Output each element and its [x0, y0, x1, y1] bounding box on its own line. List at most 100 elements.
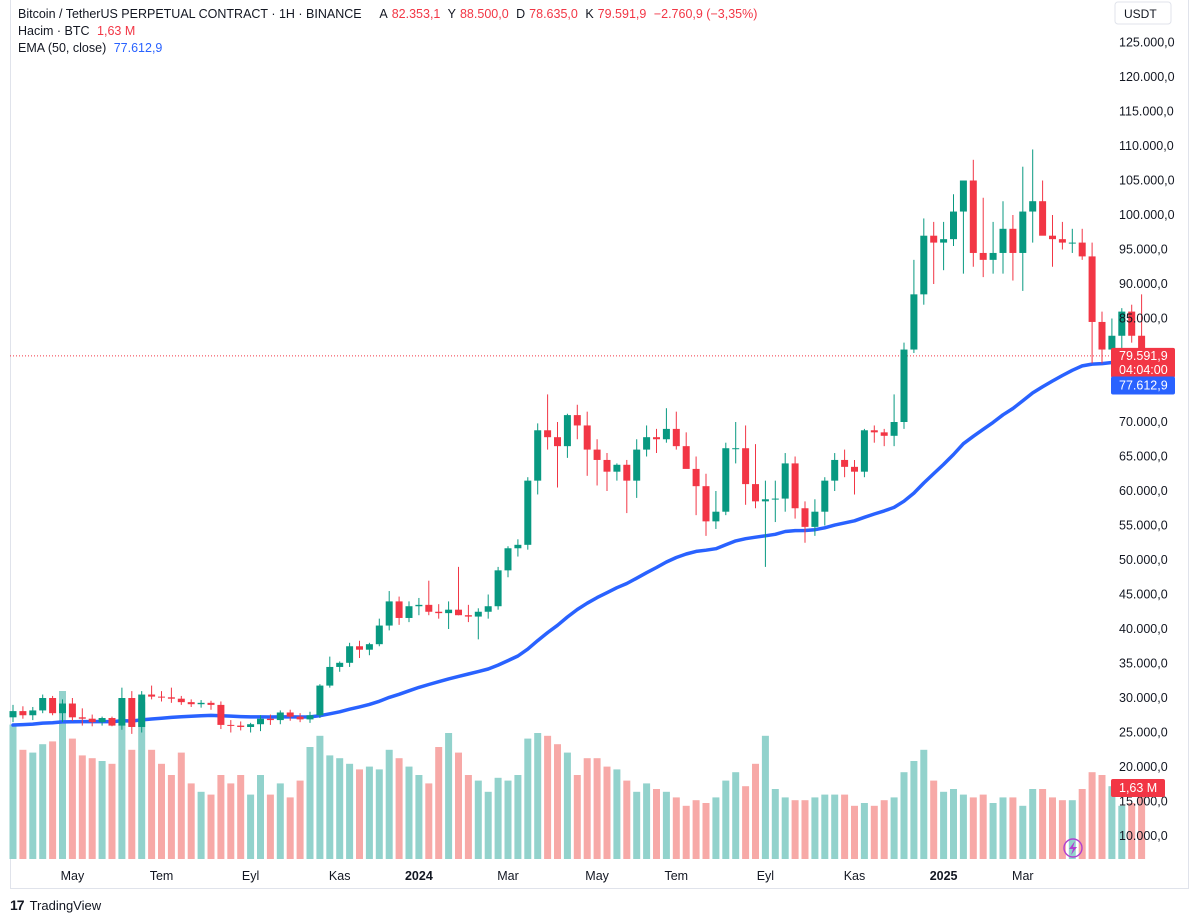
legend-ema-row[interactable]: EMA (50, close) 77.612,9 [18, 41, 166, 55]
volume-bar [138, 702, 146, 859]
candle-body [672, 428, 680, 447]
candle-body [544, 430, 552, 438]
volume-bar [870, 805, 878, 859]
volume-bar [336, 758, 344, 859]
candle-body [425, 604, 433, 612]
candle-body [257, 718, 264, 725]
ohlc-close-label: K [585, 7, 594, 21]
volume-bar [346, 763, 354, 859]
ohlc-open-label: A [379, 7, 388, 21]
y-tick-label: 45.000,0 [1119, 588, 1168, 602]
volume-bar [841, 794, 849, 859]
volume-bar [395, 758, 403, 859]
volume-bar [1049, 797, 1056, 859]
volume-bar [356, 769, 363, 859]
candle-body [841, 459, 849, 467]
footer-brand[interactable]: 17 TradingView [10, 897, 101, 913]
volume-bar [940, 791, 948, 859]
volume-bar [989, 803, 997, 859]
x-tick-label: Kas [329, 869, 351, 883]
ohlc-close-value: 79.591,9 [597, 7, 647, 21]
volume-bar [801, 800, 809, 859]
candle-body [237, 725, 245, 727]
candle-body [9, 711, 17, 718]
symbol-title[interactable]: Bitcoin / TetherUS PERPETUAL CONTRACT · … [18, 7, 362, 21]
volume-bar [445, 733, 453, 859]
volume-bar [593, 758, 601, 859]
volume-bar [1078, 789, 1086, 859]
candle-body [484, 606, 492, 612]
ema-layer [11, 357, 1144, 727]
price-change: −2.760,9 (−3,35%) [653, 7, 758, 21]
volume-bar [167, 775, 175, 859]
volume-bar [554, 744, 561, 859]
y-tick-label: 50.000,0 [1119, 553, 1168, 567]
candle-body [563, 415, 571, 447]
candle-body [326, 666, 334, 686]
volume-bar [385, 749, 393, 859]
candle-body [1118, 311, 1126, 336]
volume-bar [375, 769, 383, 859]
volume-layer [9, 691, 1146, 859]
candle-body [1128, 311, 1136, 336]
volume-bar [207, 794, 215, 859]
y-tick-label: 90.000,0 [1119, 277, 1168, 291]
volume-bar [643, 783, 651, 859]
x-axis[interactable]: May Tem Eyl Kas 2024 Mar May Tem Eyl Kas 2025 Mar [61, 869, 1034, 883]
volume-bar [979, 794, 987, 859]
candle-body [1039, 201, 1047, 236]
volume-bar [1098, 775, 1106, 859]
volume-bar [425, 783, 433, 859]
x-tick-label: Eyl [757, 869, 774, 883]
candle-body [653, 437, 660, 440]
volume-bar [692, 800, 700, 859]
y-axis[interactable]: 125.000,0 120.000,0 115.000,0 110.000,0 105.… [1119, 36, 1175, 844]
candle-body [771, 498, 779, 500]
y-tick-label: 10.000,0 [1119, 829, 1168, 843]
volume-bar [78, 755, 86, 859]
candle-body [167, 697, 175, 699]
candle-body [78, 717, 86, 719]
candle-body [692, 468, 700, 487]
volume-bar [573, 775, 581, 859]
volume-bar [316, 735, 324, 859]
volume-bar [890, 797, 898, 859]
volume-bar [49, 741, 57, 859]
volume-bar [1058, 800, 1066, 859]
candle-body [930, 235, 938, 243]
candle-body [950, 211, 957, 240]
candle-body [999, 228, 1007, 253]
volume-bar [781, 797, 789, 859]
chart-canvas[interactable]: 125.000,0 120.000,0 115.000,0 110.000,0 105.… [0, 0, 1200, 890]
y-tick-label: 100.000,0 [1119, 208, 1175, 222]
legend-volume-row[interactable]: Hacim · BTC 1,63 M [18, 24, 139, 38]
y-tick-label: 55.000,0 [1119, 519, 1168, 533]
candle-body [19, 711, 27, 716]
volume-bar [257, 775, 264, 859]
volume-bar [999, 797, 1007, 859]
candle-body [365, 644, 373, 650]
volume-bar [1138, 792, 1146, 859]
currency-label-box[interactable]: USDT [1114, 1, 1172, 25]
candle-body [1138, 335, 1146, 356]
y-tick-label: 120.000,0 [1119, 70, 1175, 84]
candle-body [1019, 211, 1027, 253]
volume-bar [653, 789, 660, 859]
candle-body [910, 294, 918, 350]
candle-body [395, 601, 403, 618]
candle-body [1058, 239, 1066, 243]
volume-bar [563, 752, 571, 859]
candle-body [643, 437, 651, 450]
candle-body [59, 703, 66, 714]
candle-body [712, 511, 720, 522]
lightning-icon[interactable] [1063, 838, 1083, 858]
candle-body [870, 430, 878, 433]
volume-bar [128, 749, 136, 859]
candle-body [969, 180, 977, 253]
candle-body [811, 511, 819, 527]
candle-body [1029, 201, 1037, 212]
y-tick-label: 40.000,0 [1119, 622, 1168, 636]
candle-body [742, 448, 750, 485]
volume-bar [405, 766, 413, 859]
volume-bar [29, 752, 37, 859]
